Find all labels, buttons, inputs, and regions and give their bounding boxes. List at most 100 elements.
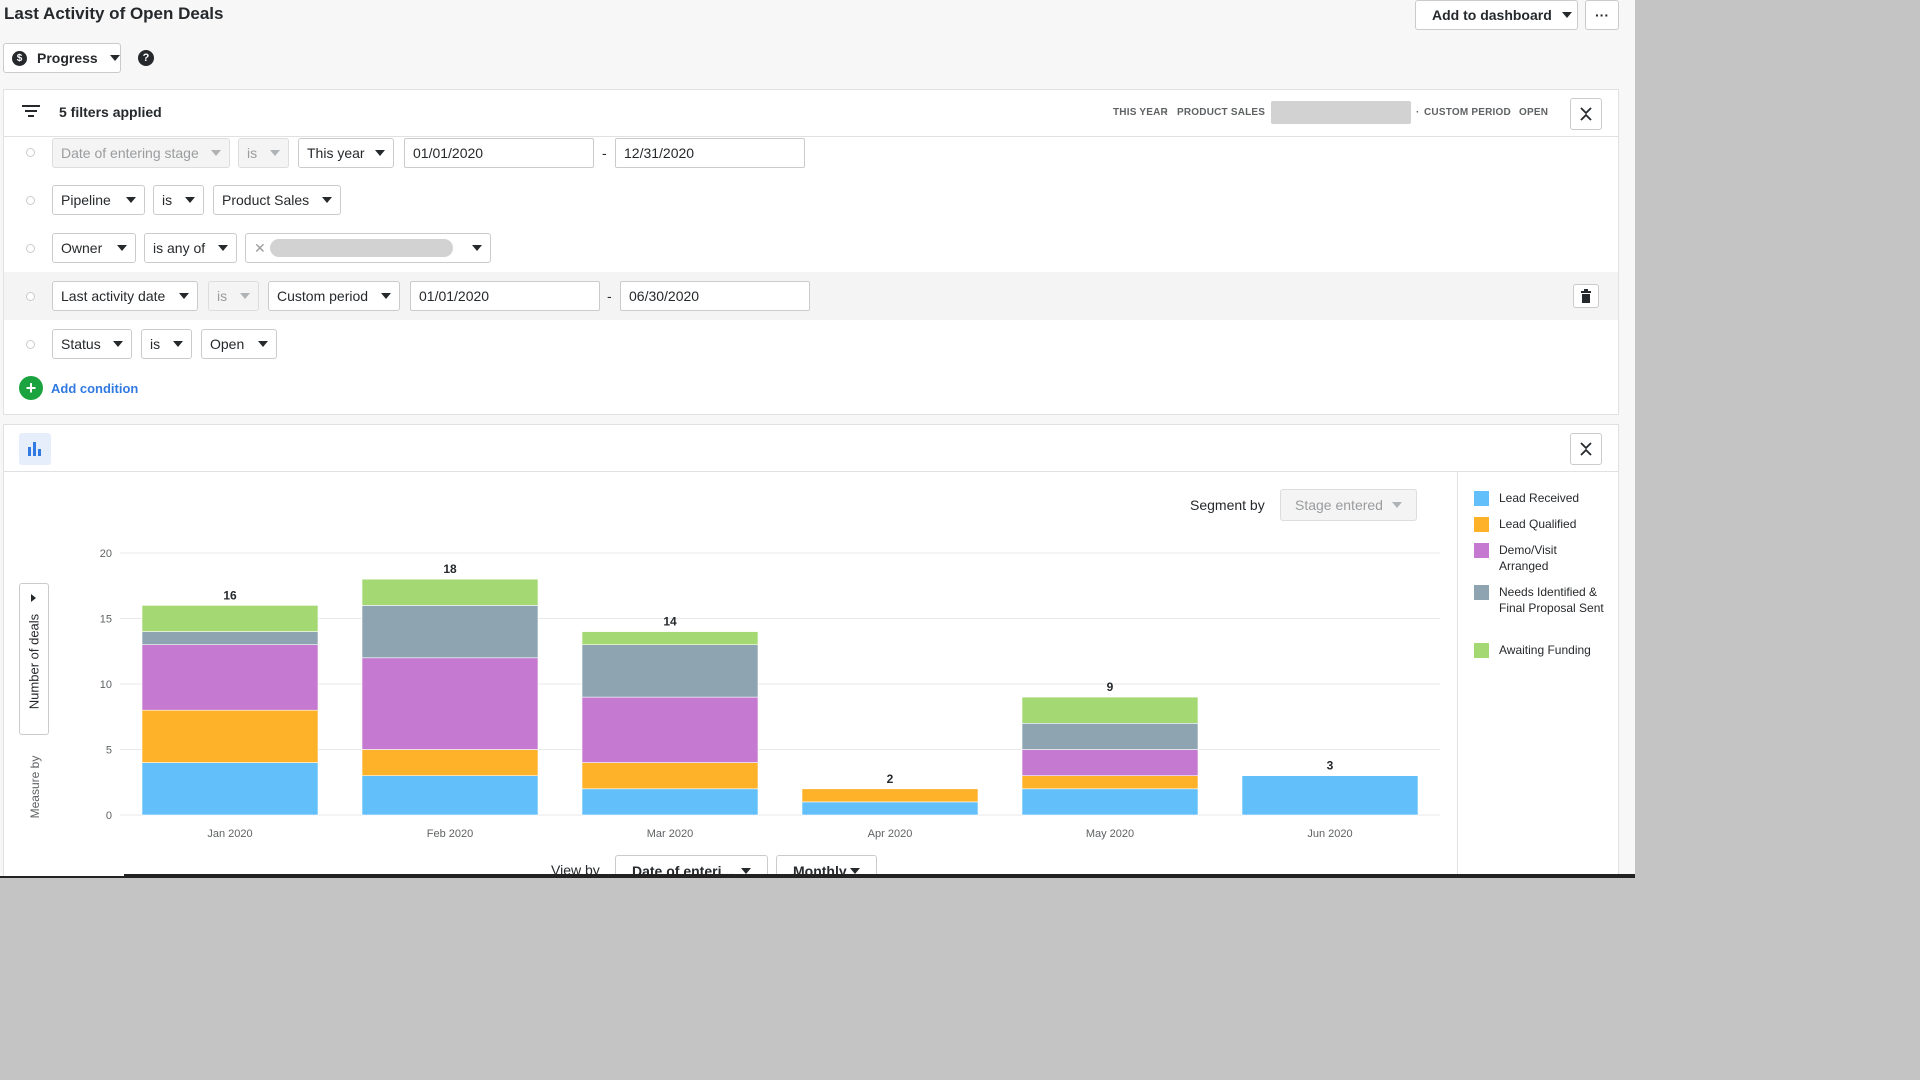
bar-segment [1021, 788, 1199, 816]
y-tick-label: 10 [100, 679, 112, 691]
measure-by-label: Measure by [28, 755, 42, 819]
bar-segment [141, 605, 319, 632]
segment-by-label: Segment by [1190, 497, 1265, 513]
chevron-down-icon [1561, 12, 1572, 18]
chevron-down-icon [185, 197, 195, 203]
bar-segment [581, 696, 759, 763]
interval-select[interactable]: Monthly [776, 855, 877, 876]
bar-segment [361, 578, 539, 606]
chevron-down-icon [472, 245, 482, 251]
legend-item-demo-visit[interactable]: Demo/Visit Arranged [1474, 542, 1571, 574]
bar-segment [141, 644, 319, 711]
y-tick-label: 0 [106, 810, 112, 822]
bar-segment [361, 605, 539, 659]
chevron-down-icon [1392, 502, 1402, 508]
condition-connector [26, 244, 35, 253]
legend-item-awaiting-funding[interactable]: Awaiting Funding [1474, 642, 1591, 658]
bar-segment [1021, 696, 1199, 724]
bar-segment [581, 762, 759, 790]
separator-dot: · [1508, 107, 1512, 118]
range-separator: - [602, 145, 607, 161]
bar-segment [581, 788, 759, 816]
chevron-down-icon [117, 245, 127, 251]
condition-connector [26, 148, 35, 157]
condition-connector [26, 340, 35, 349]
measure-value-label: Number of deals [26, 613, 42, 710]
legend-divider [1457, 472, 1458, 876]
chevron-down-icon [179, 293, 189, 299]
segment-by-select[interactable]: Stage entered [1280, 489, 1417, 521]
view-by-select[interactable]: Date of enteri... [615, 855, 768, 876]
collapse-chart-button[interactable] [1570, 433, 1602, 465]
field-select-status[interactable]: Status [52, 329, 132, 359]
legend-swatch [1474, 491, 1489, 506]
filter-icon[interactable] [22, 105, 40, 119]
date-to-input[interactable]: 12/31/2020 [615, 138, 805, 168]
bar-total-label: 14 [663, 615, 677, 629]
bar-segment [141, 709, 319, 763]
legend-swatch [1474, 517, 1489, 532]
bar-total-label: 18 [443, 562, 457, 576]
value-select-this-year[interactable]: This year [298, 138, 394, 168]
value-select-custom-period[interactable]: Custom period [268, 281, 400, 311]
collapse-icon [1580, 442, 1592, 456]
field-select-last-activity[interactable]: Last activity date [52, 281, 198, 311]
filter-tag-status: OPEN [1519, 107, 1549, 118]
legend-item-needs-identified[interactable]: Needs Identified & Final Proposal Sent [1474, 584, 1607, 616]
condition-connector [26, 292, 35, 301]
more-icon: ··· [1595, 7, 1609, 23]
bar-chart-icon [28, 442, 41, 456]
bar-segment [801, 788, 979, 803]
bar-total-label: 9 [1107, 680, 1114, 694]
delete-condition-button[interactable] [1573, 284, 1599, 308]
more-options-button[interactable]: ··· [1585, 0, 1619, 30]
field-select-date-entering[interactable]: Date of entering stage [52, 138, 230, 168]
bar-segment [581, 631, 759, 645]
chevron-down-icon [173, 341, 183, 347]
x-tick-label: Mar 2020 [647, 828, 693, 840]
help-icon[interactable]: ? [138, 50, 154, 66]
date-from-input[interactable]: 01/01/2020 [404, 138, 594, 168]
add-condition-button[interactable]: + Add condition [19, 376, 138, 400]
chevron-down-icon [258, 341, 268, 347]
bar-segment [361, 657, 539, 750]
legend-item-lead-qualified[interactable]: Lead Qualified [1474, 516, 1576, 532]
collapse-filters-button[interactable] [1570, 98, 1602, 130]
operator-select[interactable]: is [141, 329, 192, 359]
value-select-open[interactable]: Open [201, 329, 277, 359]
operator-select-any-of[interactable]: is any of [144, 233, 237, 263]
legend-swatch [1474, 643, 1489, 658]
chevron-down-icon [218, 245, 228, 251]
collapse-icon [1580, 107, 1592, 121]
progress-label: Progress [37, 50, 98, 66]
x-tick-label: Jun 2020 [1307, 828, 1352, 840]
legend-item-lead-received[interactable]: Lead Received [1474, 490, 1579, 506]
operator-select[interactable]: is [153, 185, 204, 215]
bar-segment [581, 644, 759, 698]
chevron-down-icon [322, 197, 332, 203]
report-view: Last Activity of Open Deals Add to dashb… [0, 0, 1635, 878]
bottom-edge-bar [124, 874, 1635, 876]
add-to-dashboard-button[interactable]: Add to dashboard [1415, 0, 1578, 30]
field-select-owner[interactable]: Owner [52, 233, 136, 263]
range-separator: - [607, 288, 612, 304]
condition-connector [26, 196, 35, 205]
owner-multiselect[interactable]: ✕ [245, 233, 491, 263]
value-select-pipeline[interactable]: Product Sales [213, 185, 341, 215]
trash-icon [1581, 289, 1591, 303]
chevron-down-icon [240, 293, 250, 299]
progress-select[interactable]: $ Progress [3, 43, 121, 73]
chevron-down-icon [211, 150, 221, 156]
operator-select[interactable]: is [238, 138, 289, 168]
bar-segment [141, 631, 319, 645]
date-to-input[interactable]: 06/30/2020 [620, 281, 810, 311]
field-select-pipeline[interactable]: Pipeline [52, 185, 145, 215]
measure-select[interactable]: Number of deals [19, 583, 49, 735]
bar-total-label: 16 [223, 588, 237, 602]
operator-select[interactable]: is [208, 281, 259, 311]
chevron-right-icon [31, 594, 36, 602]
bar-chart-type-button[interactable] [19, 433, 51, 465]
date-from-input[interactable]: 01/01/2020 [410, 281, 600, 311]
remove-owner-icon[interactable]: ✕ [254, 239, 266, 256]
filters-applied-label: 5 filters applied [59, 104, 162, 120]
